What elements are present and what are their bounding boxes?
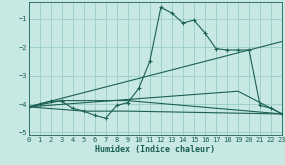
X-axis label: Humidex (Indice chaleur): Humidex (Indice chaleur)	[95, 146, 215, 154]
